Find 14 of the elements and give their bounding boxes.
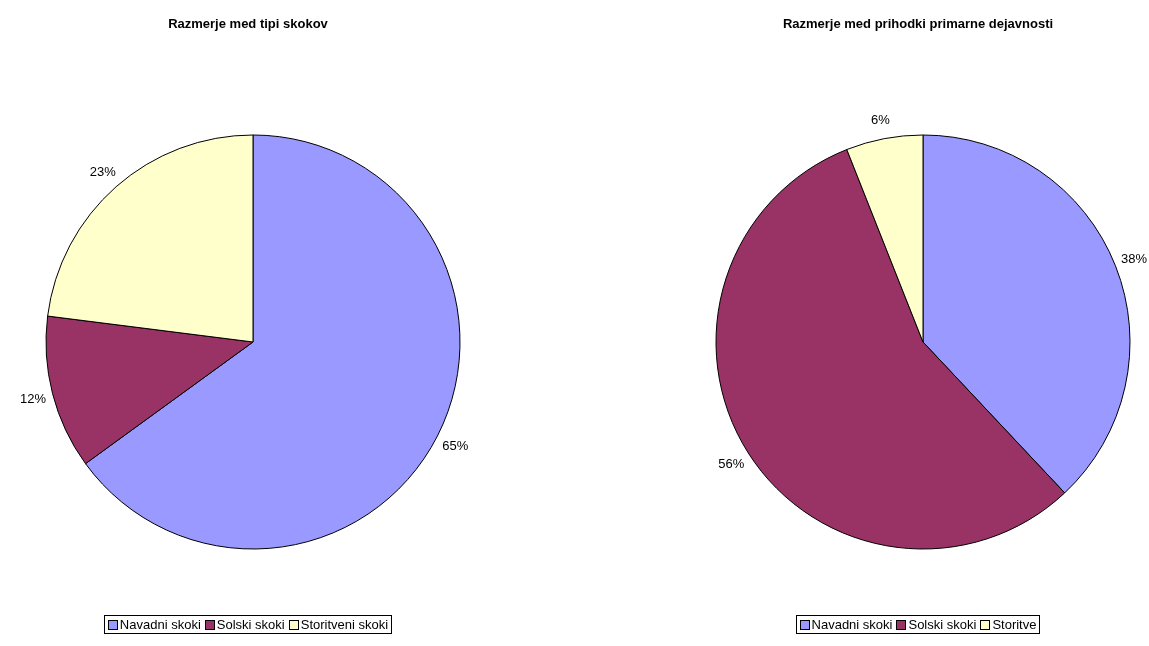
legend-label: Storitveni skoki bbox=[299, 617, 389, 632]
data-label: 6% bbox=[871, 111, 891, 127]
legend-label: Solski skoki bbox=[907, 617, 977, 632]
data-label: 56% bbox=[718, 456, 745, 472]
legend-label: Navadni skoki bbox=[810, 617, 893, 632]
chart-title: Razmerje med tipi skokov bbox=[167, 16, 329, 31]
data-label: 38% bbox=[1121, 250, 1148, 266]
chart-title: Razmerje med prihodki primarne dejavnosti bbox=[781, 16, 1055, 31]
data-label: 65% bbox=[442, 437, 469, 453]
legend-label: Solski skoki bbox=[215, 617, 285, 632]
legend-label: Storitve bbox=[991, 617, 1037, 632]
legend-label: Navadni skoki bbox=[118, 617, 201, 632]
data-label: 23% bbox=[89, 164, 117, 180]
data-label: 12% bbox=[20, 390, 47, 406]
